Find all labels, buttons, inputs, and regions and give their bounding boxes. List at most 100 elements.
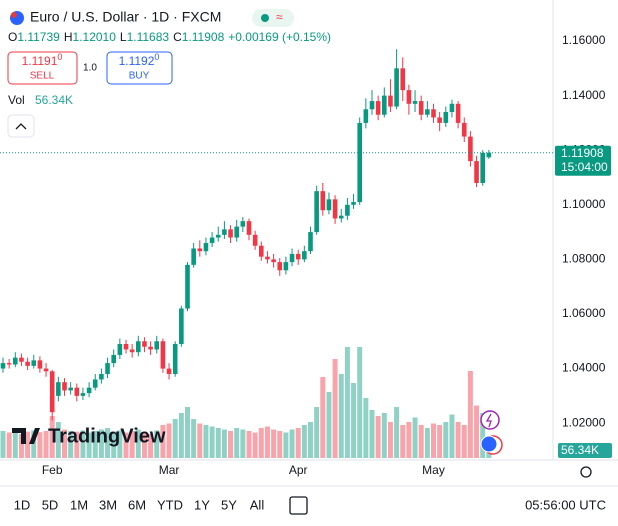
candle-body (480, 152, 485, 183)
candle-body (19, 357, 24, 362)
flag-icon (11, 12, 17, 18)
volume-bar (455, 422, 461, 458)
candle-body (277, 262, 283, 271)
volume-bar (357, 347, 363, 458)
volume-bar (424, 428, 430, 458)
candle-body (265, 256, 270, 260)
volume-bar (49, 416, 55, 458)
x-tick-label: Feb (42, 463, 63, 477)
volume-bar (437, 425, 443, 458)
range-button[interactable]: 5Y (221, 497, 237, 512)
date-range-icon[interactable] (289, 496, 308, 515)
volume-bar (6, 432, 12, 458)
buy-button[interactable] (106, 51, 173, 85)
volume-bar (480, 413, 486, 458)
candle-body (338, 215, 344, 219)
collapse-button[interactable] (7, 114, 35, 138)
range-button[interactable]: 3M (99, 497, 117, 512)
volume-bar (283, 432, 289, 458)
candle-body (449, 103, 455, 112)
buy-price[interactable]: 1.1192 (119, 54, 155, 68)
volume-bar (178, 413, 184, 458)
sell-price[interactable]: 1.1191 (22, 54, 58, 68)
sell-sup[interactable]: 0 (57, 52, 62, 62)
volume-bar (314, 407, 320, 458)
buy-label[interactable]: BUY (129, 71, 150, 82)
logo-text: TradingView (48, 425, 166, 447)
range-button[interactable]: All (250, 497, 265, 512)
status-icon: ≈ (276, 10, 283, 24)
volume-bar (375, 416, 381, 458)
volume-bar (221, 429, 227, 458)
range-button[interactable]: 1D (14, 497, 31, 512)
volume-bar (62, 429, 67, 458)
spread: 1.0 (83, 63, 97, 74)
volume-bar (295, 428, 301, 458)
volume-bar (387, 422, 393, 458)
volume-bar (80, 430, 86, 458)
logo-icon (12, 428, 40, 444)
range-button[interactable]: 6M (128, 497, 146, 512)
x-tick-label: Apr (289, 463, 308, 477)
volume-bar (363, 398, 369, 458)
candle-body (474, 161, 479, 183)
range-button[interactable]: YTD (157, 497, 183, 512)
y-tick-label: 1.10000 (562, 197, 606, 211)
candle-body (80, 393, 86, 396)
event-icon[interactable] (485, 413, 492, 428)
candle-body (345, 204, 350, 216)
candle-body (148, 346, 153, 350)
volume-bar (215, 428, 221, 458)
collapse-icon[interactable] (15, 123, 27, 130)
candle-body (49, 371, 55, 413)
y-tick-label: 1.06000 (562, 306, 606, 320)
status-badge (252, 9, 294, 27)
candle-body (351, 202, 356, 205)
sell-price[interactable]: 1.11910 (22, 52, 63, 68)
candle-body (37, 360, 43, 369)
volume-bar (0, 431, 6, 458)
volume-bar (203, 425, 209, 458)
volume-bar (400, 425, 406, 458)
candle-body (357, 122, 362, 203)
candle-body (295, 253, 301, 260)
buy-sup[interactable]: 0 (154, 52, 159, 62)
candle-body (86, 387, 92, 394)
range-button[interactable]: 5D (42, 497, 59, 512)
volume-bar (234, 428, 240, 458)
volume-bar (43, 431, 49, 458)
volume-bar (25, 431, 31, 458)
candle-body (111, 354, 116, 364)
volume-bar (92, 431, 98, 458)
sell-label[interactable]: SELL (30, 71, 55, 82)
status-dot (261, 14, 269, 22)
volume-bar (344, 347, 350, 458)
candle-body (246, 221, 252, 235)
event-icon[interactable] (480, 410, 500, 430)
volume-bar (289, 429, 295, 458)
event-icon[interactable] (480, 435, 498, 453)
sell-button[interactable] (7, 51, 78, 85)
volume-bar (264, 426, 270, 458)
volume-bar (172, 419, 178, 458)
range-button[interactable]: 1M (70, 497, 88, 512)
candle-body (185, 264, 190, 309)
volume-bar (31, 430, 37, 458)
range-button[interactable]: 1Y (194, 497, 210, 512)
y-tick-label: 1.16000 (562, 33, 606, 47)
ohlc-key: C (173, 30, 182, 44)
candle-body (129, 349, 135, 353)
volume-bar (129, 431, 135, 458)
vol-title: Vol (8, 93, 25, 107)
volume-bar (431, 423, 436, 458)
volume-bar (332, 359, 338, 458)
candle-body (406, 90, 412, 104)
candle-body (412, 101, 418, 104)
buy-price[interactable]: 1.11920 (119, 52, 160, 68)
volume-bar (240, 429, 246, 458)
candle-body (388, 95, 393, 107)
candle-body (62, 382, 67, 391)
volume-bar (467, 371, 473, 458)
settings-icon[interactable] (580, 466, 592, 478)
